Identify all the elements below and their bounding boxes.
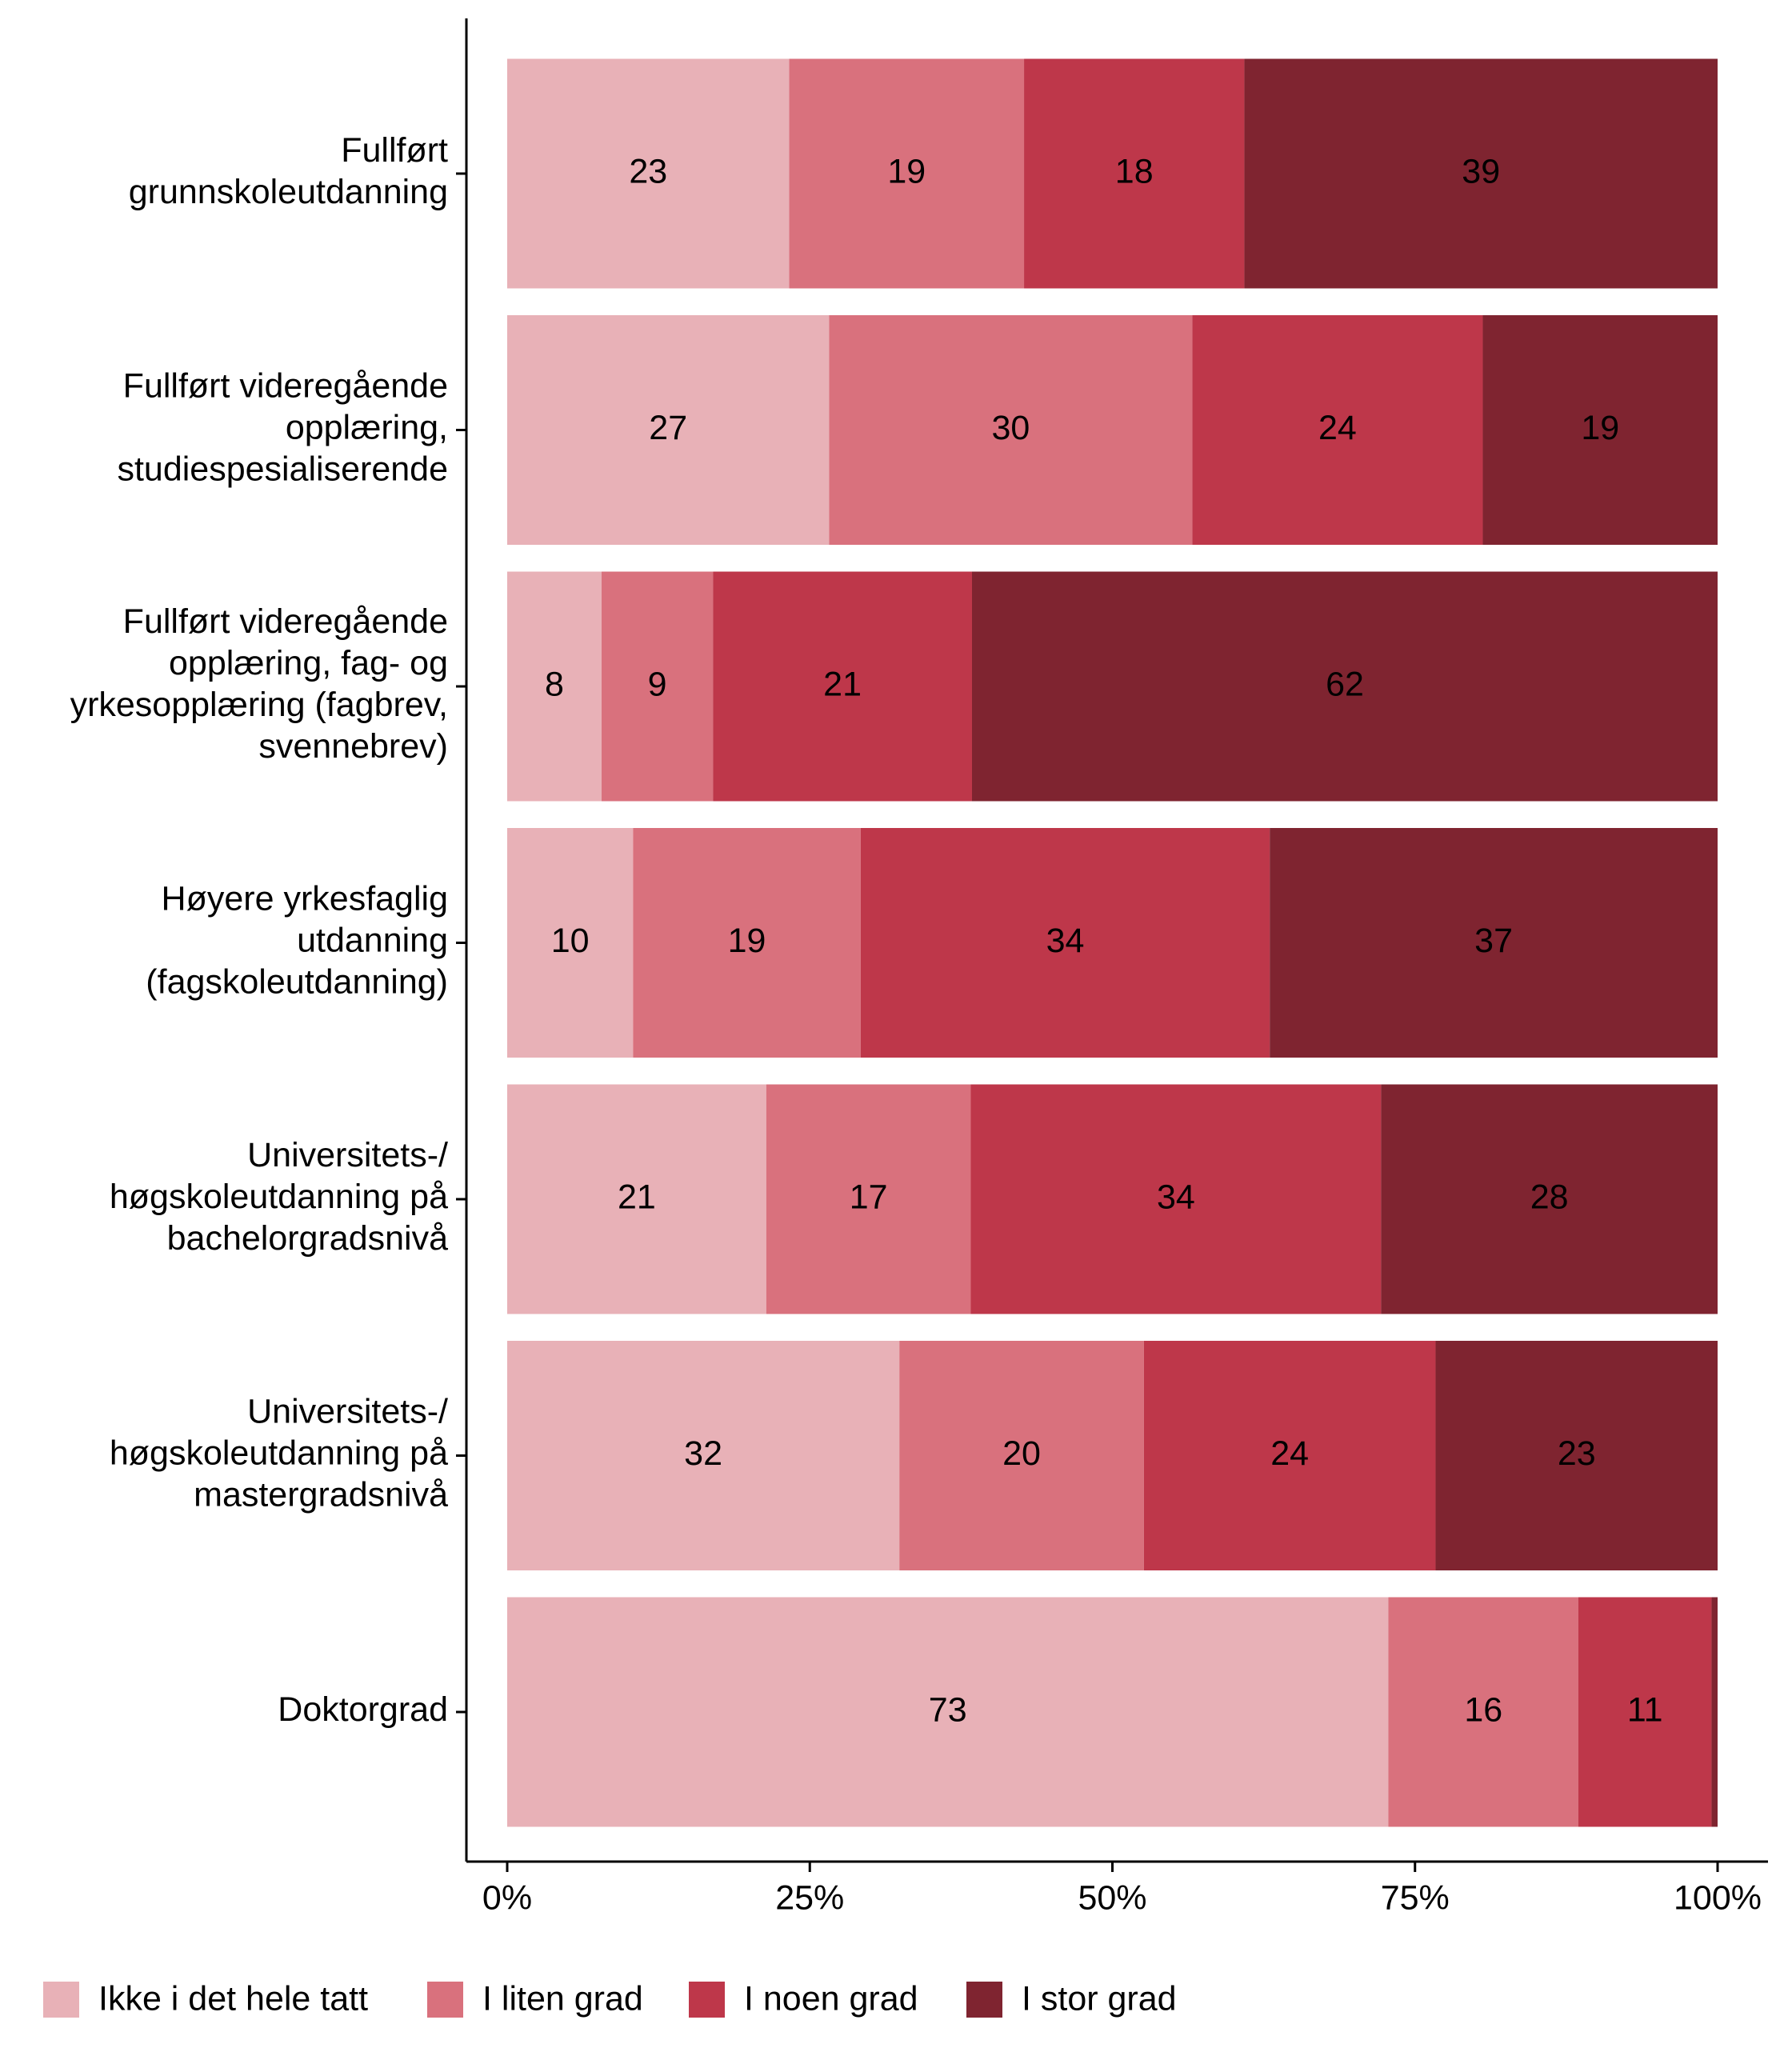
bar-segment (971, 571, 1718, 802)
bar-segment (507, 828, 634, 1058)
value-label: 23 (629, 152, 667, 190)
x-tick-label: 100% (1674, 1878, 1762, 1917)
value-label: 27 (649, 409, 687, 447)
bar-segment (507, 1341, 900, 1570)
bar-segment (507, 58, 790, 289)
bar-segment (970, 1084, 1382, 1314)
value-label: 62 (1326, 665, 1364, 703)
y-tick-label: Doktorgrad (278, 1690, 448, 1729)
value-label: 24 (1270, 1434, 1309, 1473)
bar-segment (1482, 315, 1718, 545)
bar-segment (1270, 828, 1718, 1058)
bar-segment (1435, 1341, 1718, 1570)
y-tick-label: Høyere yrkesfaglig utdanning (fagskoleutda… (146, 880, 448, 1002)
bar-segment (766, 1084, 971, 1314)
bar-segment (1381, 1084, 1718, 1314)
value-label: 17 (850, 1178, 888, 1216)
value-label: 19 (728, 922, 766, 960)
bar-segment (789, 58, 1025, 289)
bar-segment (1192, 315, 1483, 545)
value-label: 19 (887, 152, 926, 190)
y-tick-label: Fullført videregående opplæring, fag- og y… (70, 602, 448, 766)
bar-segment (1578, 1597, 1712, 1827)
y-tick-label: Universitets-/høgskoleutdanning på bachel… (110, 1136, 448, 1258)
legend-swatch (966, 1982, 1002, 2018)
y-tick-label: Fullført grunnskoleutdanning (129, 131, 448, 211)
x-tick-label: 0% (482, 1878, 532, 1917)
bar-segment (1024, 58, 1245, 289)
legend-swatch (689, 1982, 725, 2018)
value-label: 21 (823, 665, 862, 703)
value-label: 16 (1464, 1690, 1502, 1729)
legend-label: I liten grad (482, 1979, 643, 2018)
value-label: 28 (1530, 1178, 1569, 1216)
bar-segment (713, 571, 972, 802)
value-label: 32 (684, 1434, 722, 1473)
legend-label: Ikke i det hele tatt (98, 1979, 368, 2018)
value-label: 20 (1002, 1434, 1041, 1473)
value-label: 10 (551, 922, 590, 960)
bar-segment (1143, 1341, 1436, 1570)
x-tick-label: 75% (1381, 1878, 1450, 1917)
bar-segment (602, 571, 714, 802)
bar-segment (860, 828, 1270, 1058)
bar-segment (507, 571, 602, 802)
value-label: 8 (545, 665, 564, 703)
value-label: 34 (1157, 1178, 1195, 1216)
legend-label: I noen grad (744, 1979, 918, 2018)
value-label: 34 (1046, 922, 1085, 960)
legend-swatch (43, 1982, 79, 2018)
legend-swatch (427, 1982, 463, 2018)
x-tick-label: 25% (775, 1878, 844, 1917)
bar-segment (899, 1341, 1144, 1570)
value-label: 23 (1558, 1434, 1596, 1473)
value-label: 9 (648, 665, 667, 703)
value-label: 21 (618, 1178, 656, 1216)
bar-segment (507, 1084, 766, 1314)
value-label: 19 (1581, 409, 1619, 447)
value-label: 37 (1474, 922, 1513, 960)
value-label: 73 (929, 1690, 967, 1729)
bar-segment (507, 315, 830, 545)
value-label: 11 (1627, 1690, 1663, 1729)
bar-segment (633, 828, 861, 1058)
y-tick-label: Fullført videregående opplæring, studiespe… (117, 367, 448, 489)
value-label: 30 (991, 409, 1030, 447)
bar-segment (1244, 58, 1718, 289)
x-tick-label: 50% (1078, 1878, 1146, 1917)
bar-segment (1388, 1597, 1579, 1827)
bar-segment (507, 1597, 1389, 1827)
legend-label: I stor grad (1022, 1979, 1177, 2018)
value-label: 18 (1115, 152, 1154, 190)
bar-segment (1711, 1597, 1718, 1827)
value-label: 24 (1318, 409, 1357, 447)
y-tick-label: Universitets-/høgskoleutdanning på master… (110, 1393, 448, 1514)
bar-segment (829, 315, 1193, 545)
value-label: 39 (1462, 152, 1500, 190)
